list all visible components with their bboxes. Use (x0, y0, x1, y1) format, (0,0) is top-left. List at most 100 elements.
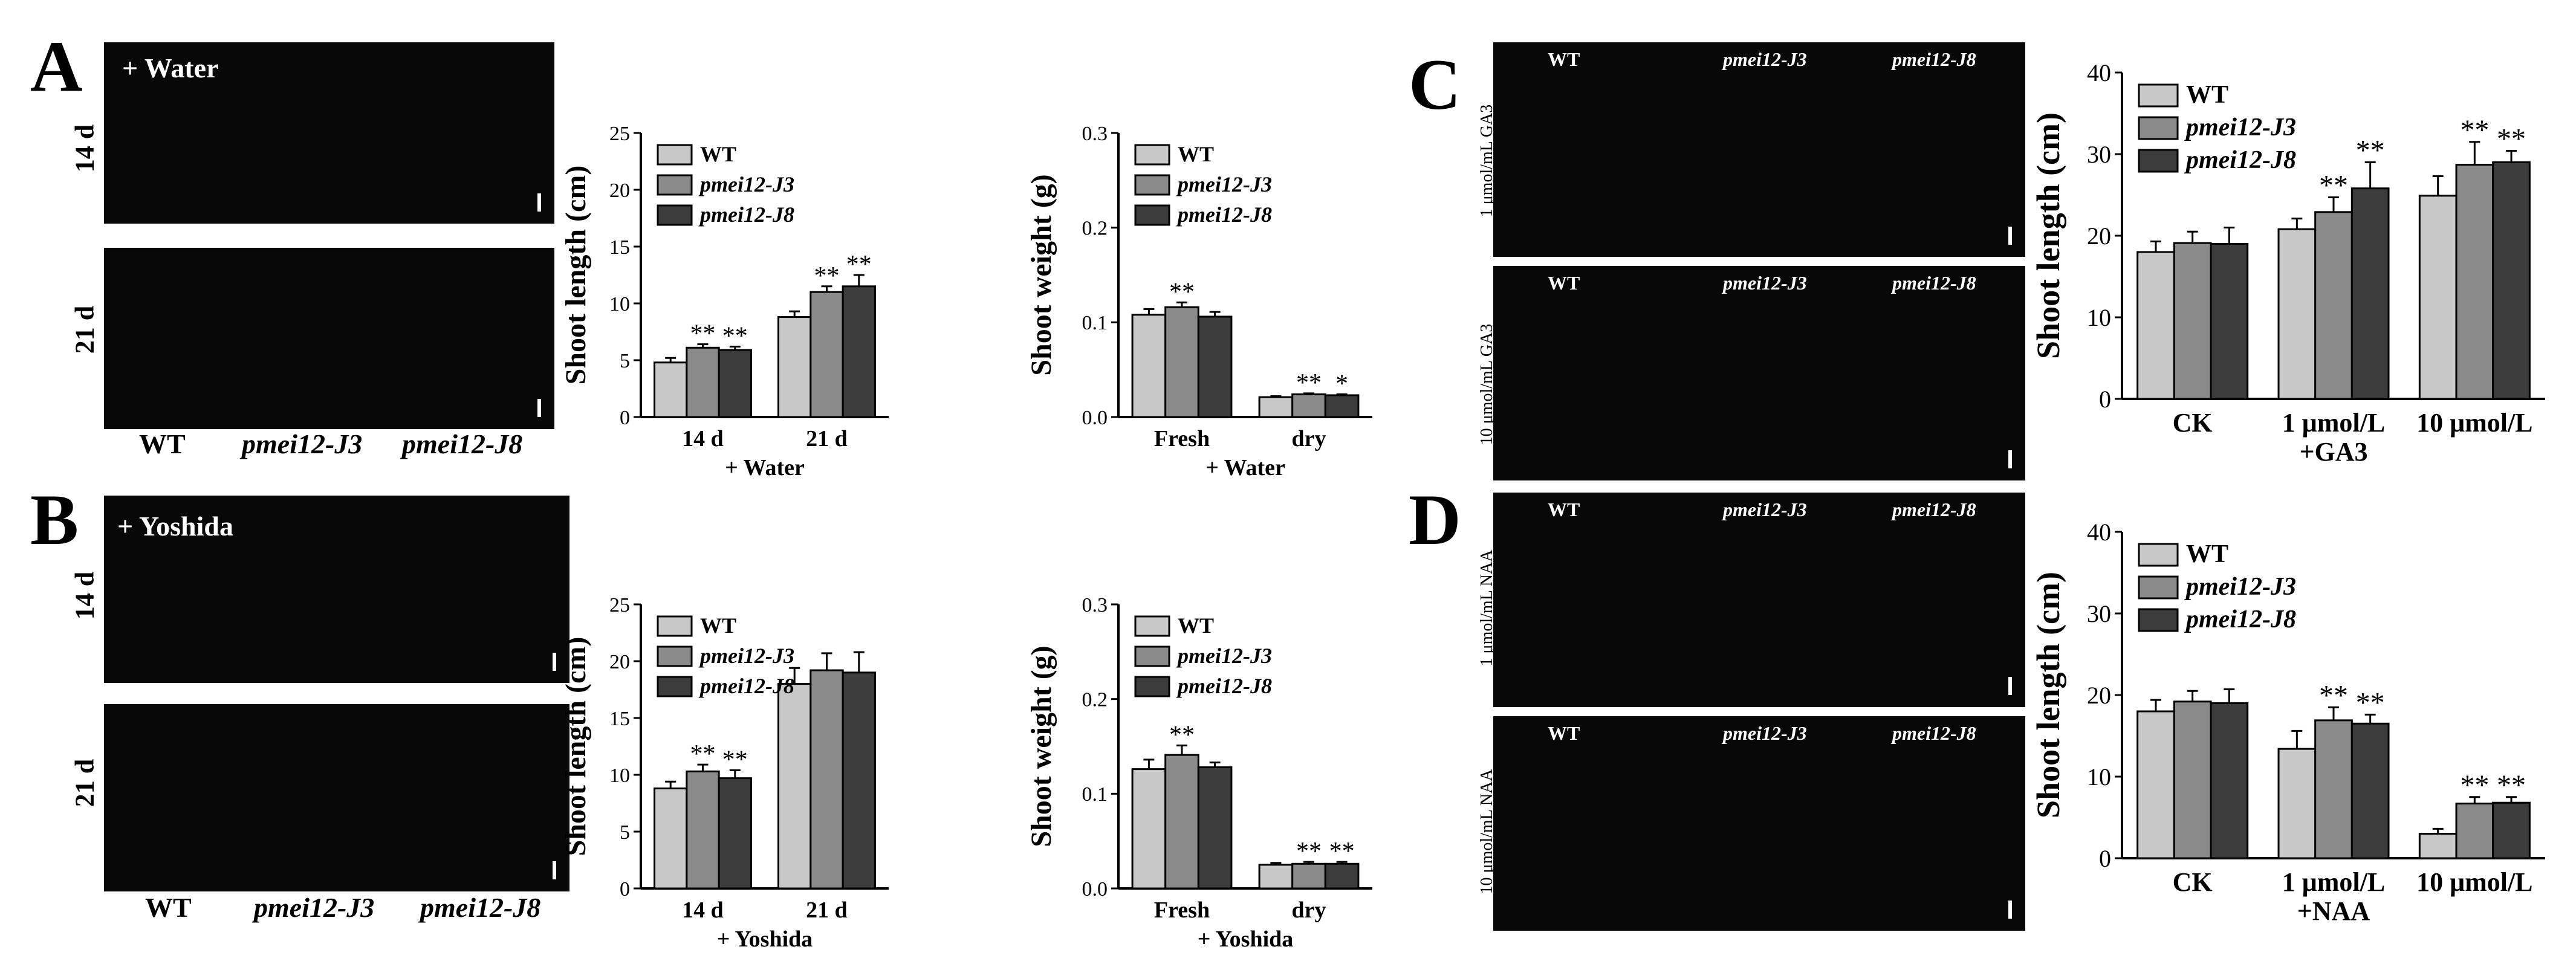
y-axis-label: Shoot length (cm) (560, 166, 592, 385)
x-axis-label: + Water (1205, 455, 1285, 480)
legend-swatch (1134, 615, 1170, 637)
legend-swatch (1134, 645, 1170, 667)
legend-label: pmei12-J3 (1176, 172, 1272, 196)
y-tick-label: 40 (2087, 519, 2111, 546)
bar (654, 361, 688, 418)
significance-mark: ** (1296, 838, 1322, 865)
genotype-tag-j8: pmei12-J8 (1892, 48, 1976, 70)
scale-bar (2008, 227, 2012, 245)
y-tick-label: 10 (2087, 763, 2111, 791)
bar (777, 683, 812, 890)
x-tick-label: 10 μmol/L (2416, 408, 2532, 438)
bar (2173, 242, 2212, 400)
chart-b-shoot-length: 0 5 10 15 20 25 Shoot length (cm) ** ** 14 d 21 d +… (560, 594, 889, 952)
bar (2418, 833, 2458, 859)
legend-swatch (1134, 676, 1170, 697)
y-tick-label: 0.0 (1082, 407, 1108, 429)
legend-label: pmei12-J3 (698, 644, 794, 668)
legend-swatch (657, 615, 693, 637)
y-tick-label: 25 (609, 594, 630, 616)
legend-swatch (657, 676, 693, 697)
significance-mark: ** (846, 251, 872, 279)
bar (2136, 710, 2175, 859)
photo-d-naa1: WT pmei12-J3 pmei12-J8 (1493, 493, 2025, 707)
significance-mark: ** (2319, 679, 2348, 711)
y-axis-label: Shoot weight (g) (1025, 174, 1057, 375)
scale-bar (2008, 450, 2012, 468)
significance-mark: ** (2460, 769, 2489, 801)
bar (2173, 700, 2212, 859)
y-tick-label: 20 (2087, 222, 2111, 250)
photo-b-21d (104, 704, 569, 891)
significance-mark: ** (722, 322, 748, 350)
scale-bar (537, 399, 541, 417)
scale-bar (537, 193, 541, 212)
photo-a-14d: + Water (104, 42, 554, 224)
significance-mark: ** (2356, 135, 2385, 167)
significance-mark: ** (722, 746, 748, 774)
photo-c-ga10: WT pmei12-J3 pmei12-J8 (1493, 266, 2025, 480)
legend-label: pmei12-J3 (698, 172, 794, 196)
legend-swatch (2138, 608, 2179, 632)
y-tick-label: 5 (620, 821, 630, 844)
row-label-b-21d: 21 d (70, 758, 100, 807)
legend-label: pmei12-J8 (2184, 606, 2296, 633)
bar (1324, 394, 1360, 418)
y-tick-label: 20 (609, 651, 630, 673)
row-label-a-14d: 14 d (70, 124, 100, 173)
y-tick-label: 10 (609, 765, 630, 787)
y-tick-label: 10 (609, 293, 630, 315)
bar (2210, 702, 2249, 859)
bar (2314, 719, 2353, 859)
bar (2277, 748, 2317, 859)
x-tick-label: 21 d (806, 426, 848, 451)
genotype-tag-j8: pmei12-J8 (1892, 499, 1976, 520)
scale-bar (2008, 677, 2012, 695)
y-tick-label: 0.2 (1082, 218, 1108, 240)
y-tick-label: 0 (620, 878, 630, 901)
bar (1164, 306, 1199, 418)
y-tick-label: 0.3 (1082, 123, 1108, 145)
significance-mark: ** (2460, 114, 2489, 146)
x-tick-label: CK (2173, 867, 2213, 897)
y-tick-label: 0 (2099, 386, 2111, 413)
legend-label: WT (1178, 142, 1214, 166)
panel-label-b: B (30, 479, 79, 560)
y-axis-label: Shoot length (cm) (560, 637, 592, 856)
bar (809, 291, 844, 418)
bar (2455, 164, 2494, 400)
genotype-tag-j8: pmei12-J8 (1892, 272, 1976, 294)
legend-label: WT (700, 613, 736, 638)
y-axis-label: Shoot weight (g) (1025, 645, 1057, 847)
significance-mark: ** (2497, 123, 2526, 155)
bar (1258, 396, 1294, 418)
genotype-label-wt: WT (145, 892, 192, 923)
legend-swatch (2138, 543, 2179, 567)
legend-label: pmei12-J8 (698, 674, 794, 698)
x-tick-label: 21 d (806, 897, 848, 923)
legend-label: pmei12-J3 (2184, 114, 2296, 141)
x-tick-label: dry (1292, 897, 1326, 923)
panel-label-d: D (1409, 479, 1461, 560)
photo-tag-yoshida: + Yoshida (117, 511, 233, 542)
legend-swatch (657, 174, 693, 196)
scale-bar (553, 653, 556, 671)
legend-label: WT (2186, 81, 2228, 109)
legend-swatch (2138, 575, 2179, 600)
bar (718, 777, 752, 890)
bar (1291, 393, 1326, 418)
bar (842, 671, 876, 890)
bar (2314, 211, 2353, 400)
bar (2136, 251, 2175, 400)
legend-swatch (2138, 83, 2179, 108)
legend-label: pmei12-J8 (2184, 146, 2296, 174)
significance-mark: ** (690, 740, 716, 768)
bar (1324, 862, 1360, 890)
bar (2455, 803, 2494, 859)
legend-label: pmei12-J3 (1176, 644, 1272, 668)
legend-swatch (1134, 174, 1170, 196)
genotype-tag-j3: pmei12-J3 (1723, 272, 1807, 294)
y-tick-label: 0.2 (1082, 689, 1108, 711)
y-tick-label: 0.1 (1082, 312, 1108, 334)
